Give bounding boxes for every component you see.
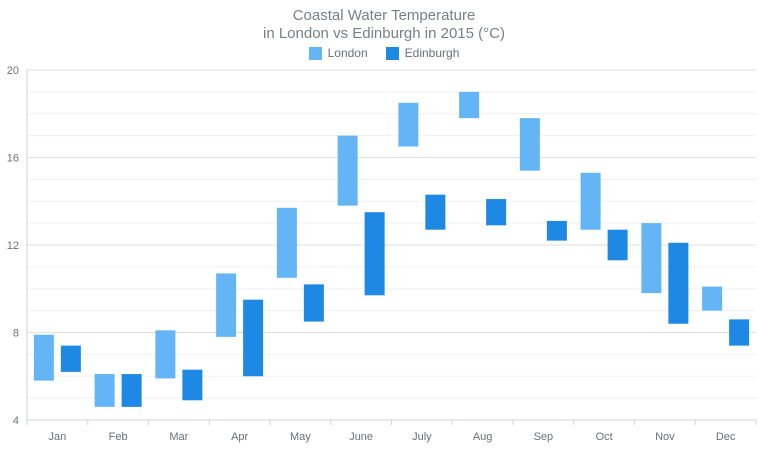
legend-swatch-edinburgh xyxy=(385,46,399,60)
legend-label-edinburgh: Edinburgh xyxy=(404,46,460,60)
range-bar-london xyxy=(276,207,297,278)
y-tick-label: 8 xyxy=(13,328,19,340)
legend-item-edinburgh[interactable]: Edinburgh xyxy=(385,46,460,60)
range-bar-edinburgh xyxy=(729,319,750,346)
x-tick-label: Aug xyxy=(473,431,493,443)
range-bar-edinburgh xyxy=(486,199,507,226)
range-bar-edinburgh xyxy=(425,194,446,230)
x-tick-label: Dec xyxy=(716,431,736,443)
y-tick-label: 12 xyxy=(7,240,19,252)
y-tick-label: 20 xyxy=(7,65,19,77)
chart-subtitle: in London vs Edinburgh in 2015 (°C) xyxy=(263,25,505,42)
legend: London Edinburgh xyxy=(0,46,768,60)
range-bar-london xyxy=(702,286,723,311)
range-bar-london xyxy=(155,330,176,379)
range-bar-london xyxy=(459,91,480,119)
range-bar-london xyxy=(580,172,601,230)
range-bar-edinburgh xyxy=(182,369,203,401)
legend-label-london: London xyxy=(327,46,368,60)
x-tick-label: Sep xyxy=(534,431,554,443)
range-bar-london xyxy=(641,223,662,294)
range-bar-edinburgh xyxy=(364,212,385,296)
range-bar-edinburgh xyxy=(121,374,142,407)
chart-title: Coastal Water Temperature xyxy=(292,7,476,24)
y-tick-label: 16 xyxy=(7,153,19,165)
range-bar-london xyxy=(519,118,540,171)
x-tick-label: Jan xyxy=(49,431,67,443)
legend-swatch-london xyxy=(308,46,322,60)
range-bar-edinburgh xyxy=(60,345,81,372)
x-tick-label: Nov xyxy=(655,431,675,443)
range-bar-london xyxy=(94,374,115,407)
range-bar-london xyxy=(216,273,237,337)
x-tick-label: July xyxy=(412,431,432,443)
x-tick-label: Apr xyxy=(231,431,248,443)
range-bar-edinburgh xyxy=(303,284,324,322)
x-tick-label: Mar xyxy=(169,431,188,443)
range-bar-london xyxy=(33,334,54,381)
range-bar-edinburgh xyxy=(546,220,567,241)
range-bar-edinburgh xyxy=(243,299,264,377)
range-bar-edinburgh xyxy=(607,229,628,261)
range-bar-london xyxy=(337,135,358,206)
x-tick-label: May xyxy=(290,431,311,443)
range-bar-edinburgh xyxy=(668,242,689,324)
legend-item-london[interactable]: London xyxy=(308,46,368,60)
range-bar-london xyxy=(398,102,419,147)
x-tick-label: Feb xyxy=(109,431,128,443)
y-tick-label: 4 xyxy=(13,415,19,427)
x-tick-label: June xyxy=(349,431,373,443)
x-tick-label: Oct xyxy=(596,431,613,443)
